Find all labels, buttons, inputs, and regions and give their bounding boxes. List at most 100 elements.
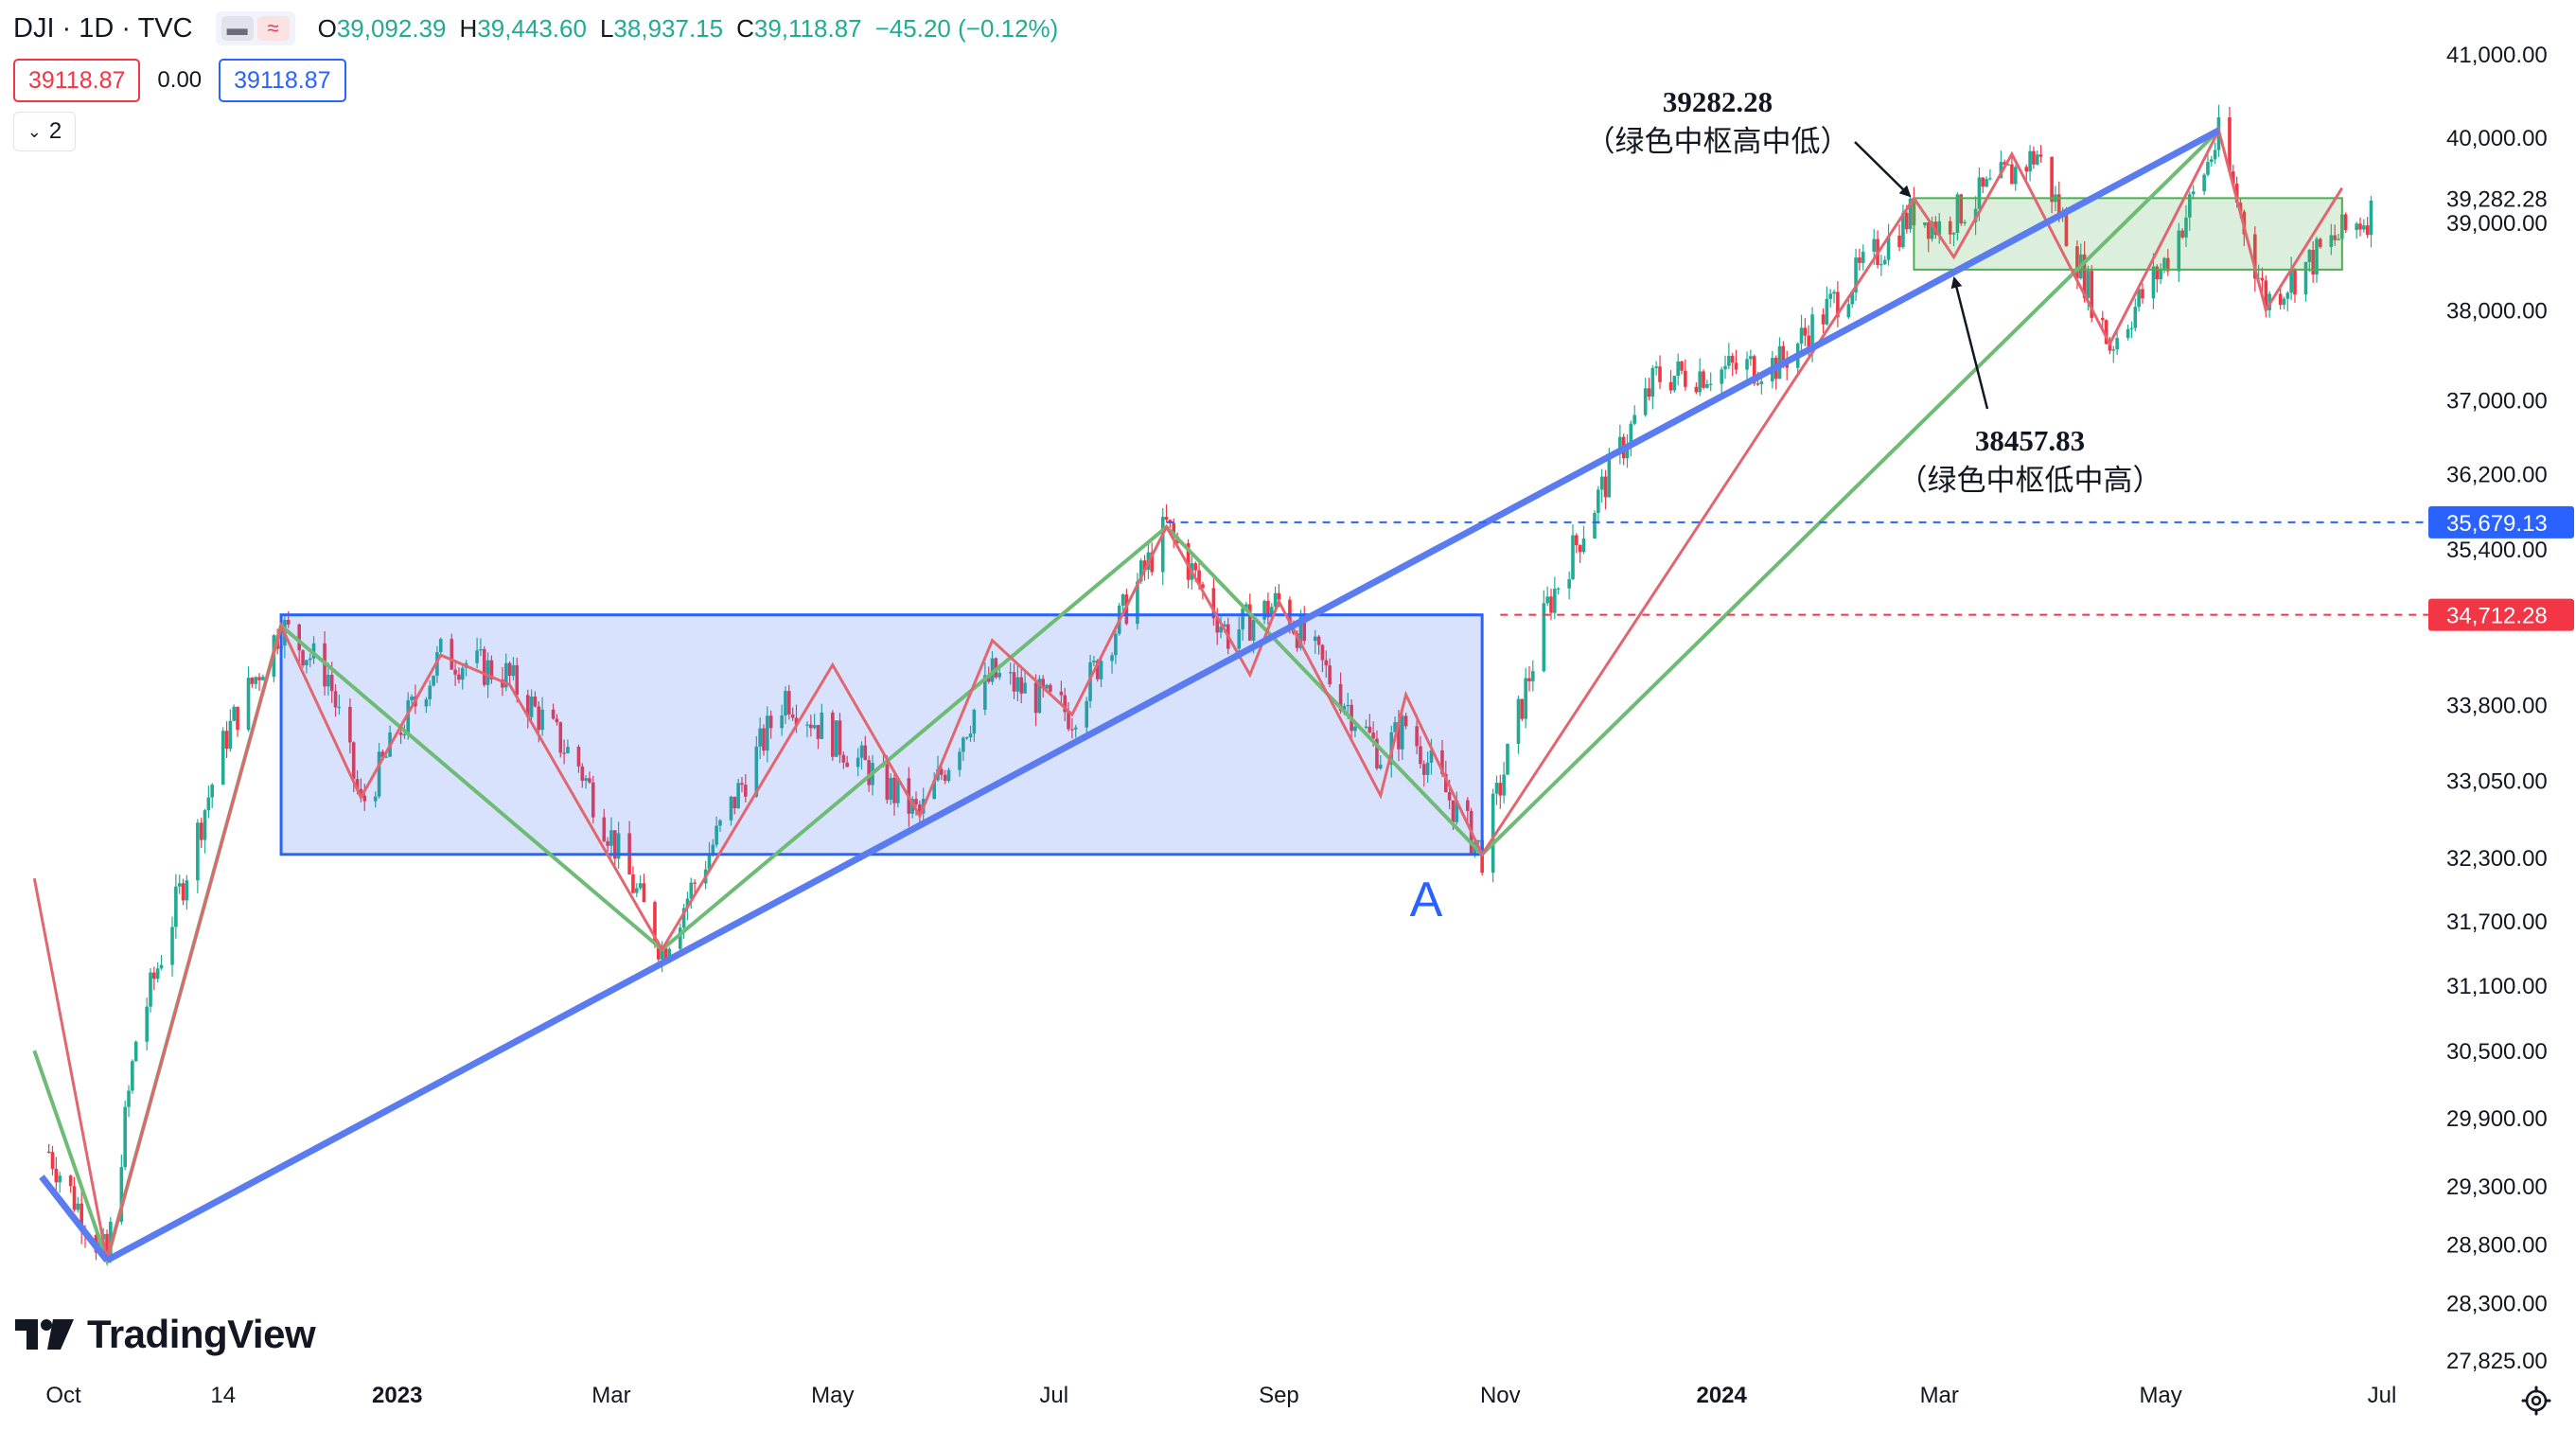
candle-body [1708,383,1713,385]
blue-zhongshu-box[interactable] [279,613,1484,856]
price-axis-tick: 38,000.00 [2446,299,2548,325]
wave-icon[interactable]: ≈ [256,16,290,41]
candle-body [1447,792,1452,801]
minus-icon[interactable]: ▬ [221,16,254,41]
candle-body [1749,356,1753,360]
candle-body [2311,249,2315,275]
candle-body [2260,277,2265,281]
annotation-lower-value: 38457.83 [1975,424,2085,457]
tradingview-logo[interactable]: TradingView [15,1312,316,1357]
candle-body [373,796,378,802]
candle-body [2184,217,2188,238]
candle-body [1201,584,1205,589]
candle-body [606,840,609,846]
candle-body [68,1175,73,1187]
candle-body [707,854,712,870]
candle-body [348,706,352,743]
candle-body [2202,174,2206,192]
candle-body [181,883,185,901]
candle-body [2100,317,2105,321]
indicator-toggle[interactable]: ▬ ≈ [215,11,295,45]
candle-body [1730,356,1735,363]
candle-body [834,720,838,757]
candle-body [820,712,824,739]
symbol-title[interactable]: DJI · 1D · TVC [13,12,193,44]
candle-body [1781,345,1786,361]
price-axis-tick: 27,825.00 [2446,1349,2548,1374]
candle-body [591,782,595,818]
candle-body [482,648,486,685]
candle-body [105,1233,109,1259]
candle-body [1593,513,1597,539]
candle-body [511,664,516,677]
price-label-red-tag[interactable] [2428,598,2574,631]
candle-body [2082,254,2087,298]
red-zigzag-line[interactable] [32,126,2344,1262]
candle-body [1886,235,1891,260]
candle-body [681,908,686,928]
candle-body [2075,246,2079,279]
candle-body [2333,235,2337,240]
candle-body [1556,588,1561,590]
candle-body [638,883,643,889]
candle-body [2165,257,2170,272]
candle-body [1603,476,1608,498]
candle-body [1172,522,1176,537]
time-axis-tick: 2023 [372,1383,422,1408]
candle-body [2003,162,2007,166]
candle-body [1012,672,1016,692]
price-label-blue-tag[interactable] [2428,505,2574,538]
price-label-current: 39,282.28 [2446,186,2548,212]
candle-body [257,677,261,680]
candle-body [2141,289,2144,299]
blue-trendline[interactable] [105,127,2221,1263]
candle-body [359,788,363,796]
candle-body [145,1006,149,1042]
candle-body [362,795,367,802]
candle-body [1241,608,1244,630]
candle-body [1618,436,1622,454]
green-zhongshu-box[interactable] [1913,197,2343,271]
candle-body [152,972,156,980]
candle-body [1836,291,1840,318]
candle-body [2038,154,2043,157]
candle-body [1810,314,1814,351]
candle-body [1959,194,1964,223]
price-change: −45.20 (−0.12%) [874,13,1059,43]
candle-body [406,699,411,734]
candle-body [254,677,258,684]
candle-body [551,709,556,719]
candle-body [123,1106,127,1168]
time-axis-tick: 14 [210,1383,236,1408]
candle-body [656,944,661,960]
bid-value-button[interactable]: 39118.87 [13,59,141,102]
candle-body [337,706,342,709]
candle-body [2337,238,2340,240]
candle-body [2191,191,2196,195]
candle-body [2232,171,2235,185]
price-axis-tick: 32,300.00 [2446,846,2548,872]
candle-body [525,695,530,717]
candle-body [678,927,682,949]
candle-body [1443,773,1448,793]
candle-body [127,1090,131,1107]
collapse-indicators-button[interactable]: ⌄ 2 [13,112,76,151]
candle-body [453,669,457,675]
candle-body [1923,222,1927,226]
candle-body [2111,349,2116,351]
candle-body [210,785,214,798]
candle-body [170,927,174,965]
candle-body [2104,320,2108,344]
blue-trend-segment[interactable] [39,1174,110,1262]
ask-value-button[interactable]: 39118.87 [219,59,346,102]
candle-body [1019,677,1024,694]
candle-body [584,778,588,781]
candle-body [1371,733,1375,739]
candle-body [1324,660,1329,666]
gear-icon[interactable] [2521,1386,2551,1416]
candle-body [1647,388,1651,397]
candle-body [1378,764,1383,768]
candle-body [612,830,617,859]
